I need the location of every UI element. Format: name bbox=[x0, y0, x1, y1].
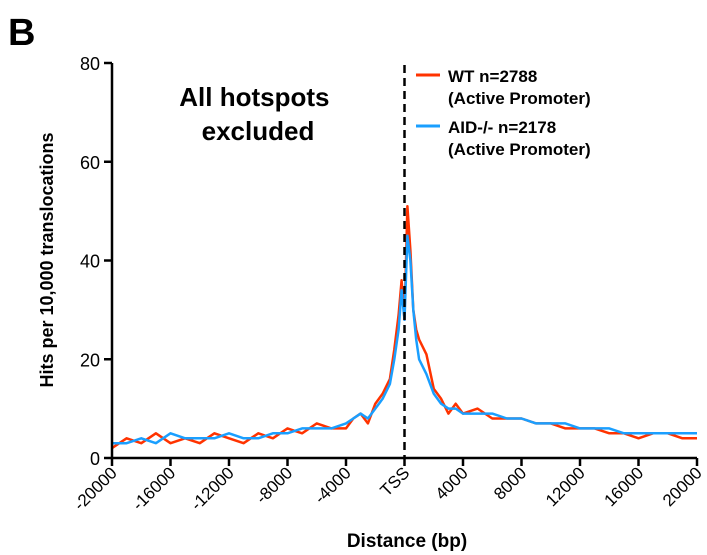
y-tick-label: 0 bbox=[90, 449, 100, 469]
legend: WT n=2788 (Active Promoter) AID-/- n=217… bbox=[416, 67, 591, 159]
annotation-text: All hotspots excluded bbox=[179, 82, 336, 146]
panel-label: B bbox=[8, 12, 35, 54]
y-ticks: 0 20 40 60 80 bbox=[80, 54, 112, 469]
y-tick-label: 60 bbox=[80, 153, 100, 173]
annotation-line-2: excluded bbox=[202, 116, 315, 146]
x-tick-label: -20000 bbox=[70, 463, 121, 514]
legend-sublabel-wt: (Active Promoter) bbox=[448, 89, 591, 108]
y-tick-label: 20 bbox=[80, 350, 100, 370]
legend-label-wt: WT n=2788 bbox=[448, 67, 537, 86]
x-tick-label: -12000 bbox=[187, 463, 238, 514]
y-axis-label: Hits per 10,000 translocations bbox=[37, 132, 57, 387]
series-layer bbox=[111, 204, 697, 450]
x-tick-label: 20000 bbox=[659, 463, 706, 510]
x-tick-label: -4000 bbox=[311, 463, 355, 507]
legend-sublabel-aid: (Active Promoter) bbox=[448, 140, 591, 159]
series-line-aid bbox=[112, 234, 697, 445]
x-tick-label: -16000 bbox=[128, 463, 179, 514]
x-tick-label: 8000 bbox=[490, 463, 530, 503]
plot-area: 0 20 40 60 80 -20000 -16000 -12000 -8000 -4000 TS… bbox=[70, 54, 706, 514]
y-tick-label: 40 bbox=[80, 252, 100, 272]
x-tick-label: 16000 bbox=[600, 463, 647, 510]
x-tick-label: 12000 bbox=[542, 463, 589, 510]
annotation-line-1: All hotspots bbox=[179, 82, 329, 112]
x-tick-label: 4000 bbox=[432, 463, 472, 503]
x-tick-label: TSS bbox=[377, 463, 414, 500]
x-axis-label: Distance (bp) bbox=[347, 531, 467, 552]
y-tick-label: 80 bbox=[80, 54, 100, 74]
legend-label-aid: AID-/- n=2178 bbox=[448, 118, 556, 137]
x-tick-label: -8000 bbox=[252, 463, 296, 507]
x-ticks: -20000 -16000 -12000 -8000 -4000 TSS 4000 8000 1… bbox=[70, 458, 706, 514]
